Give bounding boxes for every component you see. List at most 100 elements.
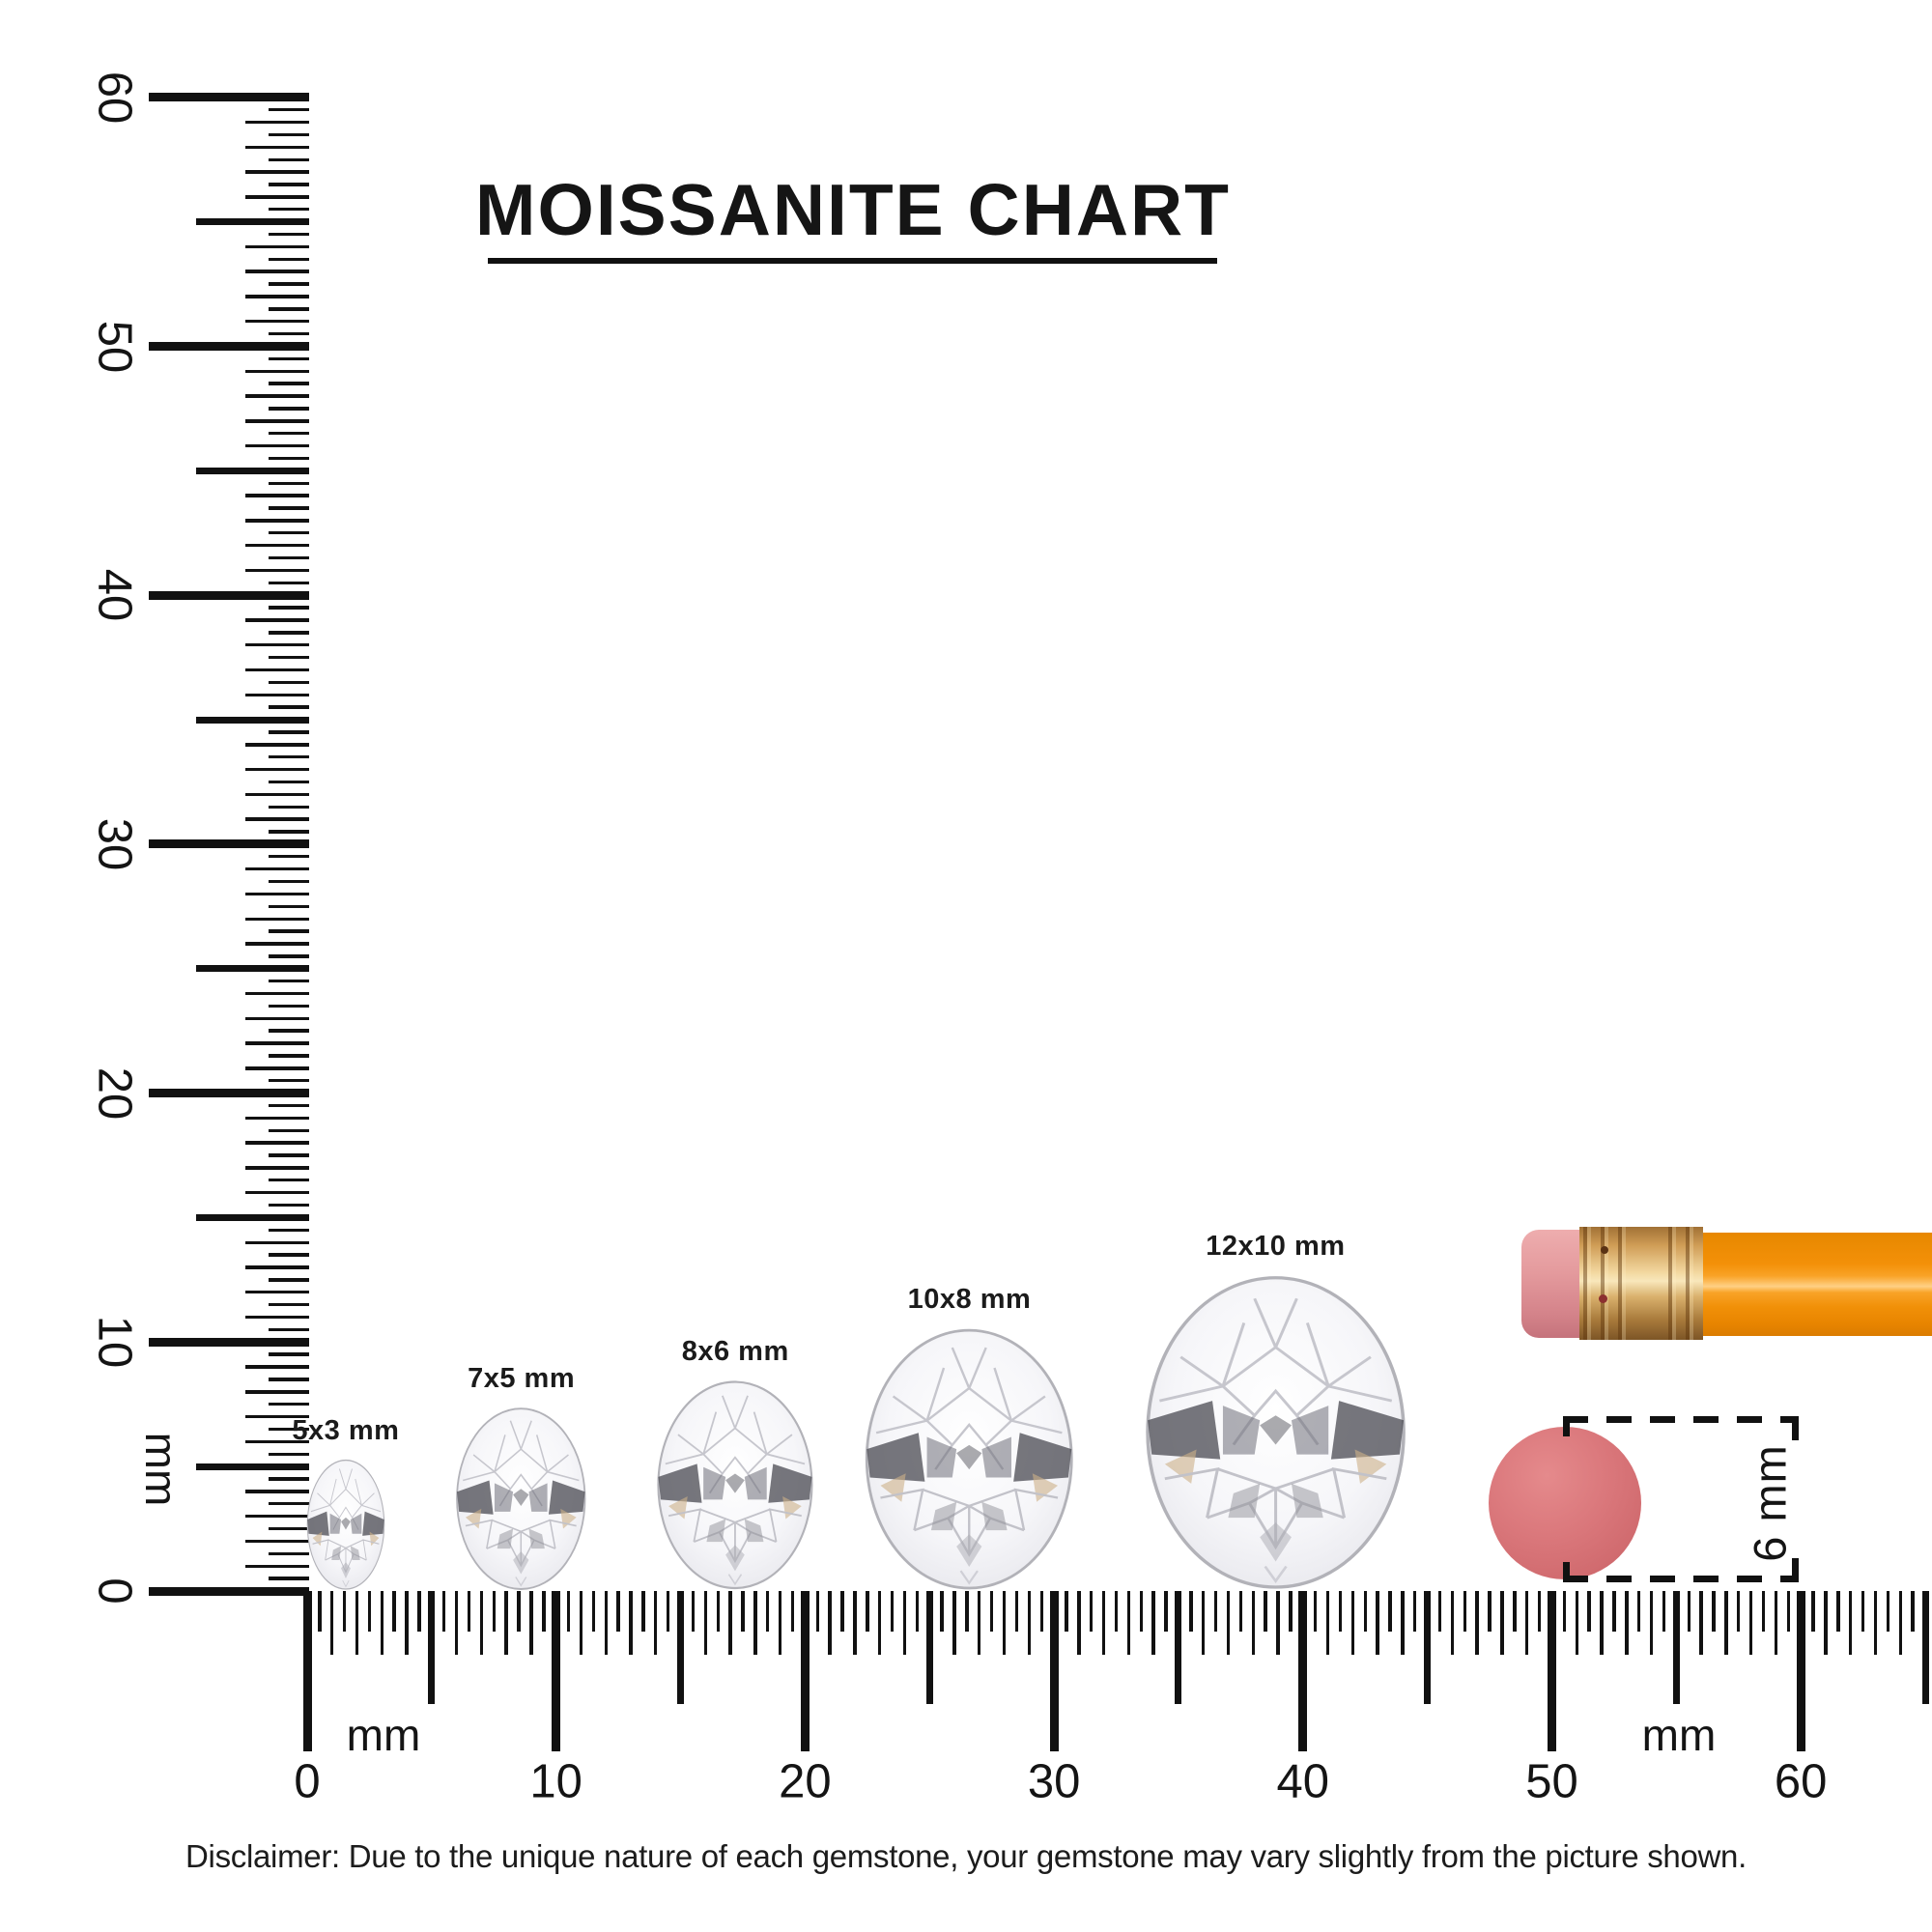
ruler-tick bbox=[1475, 1591, 1479, 1655]
ruler-tick bbox=[1737, 1591, 1741, 1632]
ruler-tick bbox=[269, 655, 309, 660]
ruler-tick bbox=[1636, 1591, 1641, 1632]
ruler-tick bbox=[269, 132, 309, 137]
ruler-tick bbox=[666, 1591, 670, 1632]
ruler-tick bbox=[245, 295, 309, 298]
ruler-tick bbox=[1049, 1591, 1059, 1751]
ruler-tick bbox=[269, 1403, 309, 1406]
ruler-tick bbox=[367, 1591, 372, 1632]
ruler-tick bbox=[342, 1591, 347, 1632]
ruler-tick bbox=[245, 1190, 309, 1195]
oval-gem-image bbox=[866, 1328, 1073, 1590]
ruler-tick bbox=[1077, 1591, 1081, 1655]
ruler-tick bbox=[245, 1116, 309, 1121]
ruler-tick bbox=[269, 1203, 309, 1208]
ruler-tick bbox=[245, 1315, 309, 1320]
ruler-tick bbox=[149, 1089, 309, 1098]
ruler-tick bbox=[269, 1551, 309, 1556]
ruler-tick bbox=[417, 1591, 421, 1632]
oval-gem-image bbox=[456, 1407, 586, 1590]
ruler-tick bbox=[269, 780, 309, 784]
ruler-tick bbox=[1251, 1591, 1255, 1655]
ruler-tick bbox=[925, 1591, 933, 1704]
title-underline bbox=[488, 258, 1217, 264]
horizontal-ruler-label: 20 bbox=[779, 1755, 832, 1808]
ruler-tick bbox=[196, 218, 309, 226]
ruler-tick bbox=[1811, 1591, 1815, 1632]
ferrule-rivet bbox=[1599, 1294, 1607, 1303]
ruler-tick bbox=[269, 1029, 309, 1033]
vertical-ruler-label: 10 bbox=[88, 1316, 141, 1369]
ruler-tick bbox=[1175, 1591, 1182, 1704]
ruler-tick bbox=[269, 680, 309, 685]
ruler-tick bbox=[1450, 1591, 1455, 1655]
ruler-tick bbox=[269, 730, 309, 734]
ruler-tick bbox=[1921, 1591, 1929, 1704]
ruler-tick bbox=[591, 1591, 596, 1632]
ruler-tick bbox=[1463, 1591, 1466, 1632]
ruler-tick bbox=[245, 543, 309, 548]
ruler-tick bbox=[1065, 1591, 1068, 1632]
ruler-tick bbox=[1861, 1591, 1865, 1632]
ruler-tick bbox=[978, 1591, 981, 1655]
ruler-tick bbox=[741, 1591, 745, 1632]
ruler-tick bbox=[245, 1490, 309, 1493]
ruler-tick bbox=[691, 1591, 696, 1632]
ruler-tick bbox=[1202, 1591, 1206, 1655]
horizontal-ruler-label: 60 bbox=[1774, 1755, 1828, 1808]
ruler-tick bbox=[269, 1452, 309, 1456]
ruler-tick bbox=[1014, 1591, 1019, 1632]
ruler-tick bbox=[1824, 1591, 1828, 1655]
ruler-tick bbox=[1289, 1591, 1293, 1632]
page-title: MOISSANITE CHART bbox=[475, 169, 1231, 250]
dimension-line-bottom bbox=[1563, 1576, 1799, 1582]
ruler-tick bbox=[1786, 1591, 1790, 1632]
ruler-tick bbox=[1548, 1591, 1556, 1751]
ruler-tick bbox=[269, 481, 309, 485]
ruler-tick bbox=[1886, 1591, 1890, 1632]
ruler-tick bbox=[1748, 1591, 1753, 1655]
ruler-tick bbox=[1002, 1591, 1007, 1655]
gemstone-size-label: 7x5 mm bbox=[468, 1362, 576, 1394]
ruler-tick bbox=[149, 1586, 309, 1596]
ruler-tick bbox=[269, 979, 309, 983]
ruler-tick bbox=[1625, 1591, 1629, 1655]
pencil-eraser-tip bbox=[1521, 1230, 1587, 1338]
gemstone-12x10mm bbox=[1144, 1274, 1407, 1591]
ruler-tick bbox=[1164, 1591, 1168, 1632]
horizontal-ruler-label: 40 bbox=[1276, 1755, 1330, 1808]
ruler-tick bbox=[1350, 1591, 1355, 1655]
oval-gem-image bbox=[1146, 1276, 1406, 1589]
ruler-tick bbox=[405, 1591, 409, 1655]
ruler-tick bbox=[245, 244, 309, 249]
eraser-diameter-label: 6 mm bbox=[1744, 1444, 1796, 1562]
ruler-tick bbox=[269, 307, 309, 311]
ruler-tick bbox=[245, 419, 309, 423]
ruler-tick bbox=[878, 1591, 882, 1655]
ruler-tick bbox=[269, 107, 309, 112]
ruler-tick bbox=[269, 1128, 309, 1132]
ruler-tick bbox=[269, 1103, 309, 1108]
ruler-tick bbox=[245, 568, 309, 573]
ruler-tick bbox=[1796, 1591, 1805, 1751]
ruler-tick bbox=[716, 1591, 720, 1632]
ruler-tick bbox=[479, 1591, 484, 1655]
ruler-tick bbox=[269, 705, 309, 709]
ruler-tick bbox=[269, 581, 309, 584]
ruler-tick bbox=[1488, 1591, 1492, 1632]
dimension-end-tick bbox=[1563, 1419, 1570, 1436]
ruler-tick bbox=[965, 1591, 969, 1632]
gemstone-size-label: 5x3 mm bbox=[292, 1415, 400, 1447]
ruler-tick bbox=[245, 369, 309, 373]
vertical-ruler-label: 30 bbox=[88, 817, 141, 871]
ruler-tick bbox=[1139, 1591, 1143, 1632]
ruler-tick bbox=[1388, 1591, 1392, 1632]
gemstone-10x8mm bbox=[864, 1327, 1075, 1591]
ruler-tick bbox=[269, 1302, 309, 1307]
ruler-tick bbox=[269, 755, 309, 759]
ferrule-rivet bbox=[1601, 1246, 1608, 1254]
ruler-tick bbox=[1313, 1591, 1318, 1632]
ruler-tick bbox=[245, 1166, 309, 1170]
ruler-tick bbox=[269, 431, 309, 436]
ruler-tick bbox=[529, 1591, 533, 1655]
